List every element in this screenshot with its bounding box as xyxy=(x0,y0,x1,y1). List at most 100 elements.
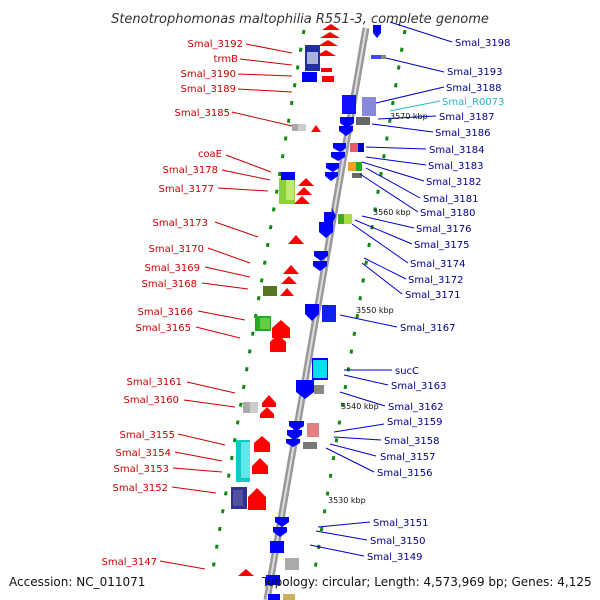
gene-label[interactable]: Smal_3161 xyxy=(127,377,182,388)
gene-label[interactable]: Smal_3178 xyxy=(163,165,218,176)
gene-feature xyxy=(307,52,318,64)
gene-label[interactable]: Smal_3173 xyxy=(153,218,208,229)
gene-label[interactable]: Smal_3184 xyxy=(429,145,484,156)
gene-feature xyxy=(281,172,295,180)
gene-label[interactable]: Smal_3174 xyxy=(410,259,465,270)
gene-label[interactable]: Smal_3156 xyxy=(377,468,432,479)
gene-label[interactable]: Smal_3171 xyxy=(405,290,460,301)
gene-label[interactable]: Smal_3168 xyxy=(142,279,197,290)
kbp-label: 3570 kbp xyxy=(390,112,428,121)
gene-feature xyxy=(281,276,297,284)
gene-feature xyxy=(243,402,250,413)
gene-label[interactable]: Smal_3149 xyxy=(367,552,422,563)
gene-label[interactable]: Smal_3162 xyxy=(388,402,443,413)
gene-feature xyxy=(342,95,356,114)
gene-label[interactable]: Smal_3186 xyxy=(435,128,490,139)
gene-feature xyxy=(252,458,268,474)
gene-label[interactable]: trmB xyxy=(214,54,239,65)
gene-label[interactable]: Smal_R0073 xyxy=(442,97,504,108)
gene-feature xyxy=(356,162,362,171)
gene-feature xyxy=(352,173,362,178)
gene-label[interactable]: Smal_3152 xyxy=(113,483,168,494)
gene-feature xyxy=(296,187,312,195)
gene-feature xyxy=(305,304,319,321)
gene-label[interactable]: Smal_3147 xyxy=(102,557,157,568)
gene-feature xyxy=(326,163,339,172)
kbp-label: 3550 kbp xyxy=(356,306,394,315)
gene-feature xyxy=(302,72,317,82)
gene-label[interactable]: Smal_3182 xyxy=(426,177,481,188)
gene-label[interactable]: Smal_3158 xyxy=(384,436,439,447)
accession-text: Accession: NC_011071 xyxy=(9,575,145,589)
gene-label[interactable]: Smal_3169 xyxy=(145,263,200,274)
gene-feature xyxy=(371,55,381,59)
rna-connector xyxy=(389,100,441,112)
gene-label[interactable]: Smal_3189 xyxy=(181,84,236,95)
gene-label[interactable]: Smal_3151 xyxy=(373,518,428,529)
gene-feature xyxy=(340,117,354,128)
gene-label[interactable]: Smal_3198 xyxy=(455,38,510,49)
gene-feature xyxy=(254,436,270,452)
gene-label[interactable]: Smal_3170 xyxy=(149,244,204,255)
gene-feature xyxy=(262,395,276,407)
gene-feature xyxy=(275,517,289,527)
outer-right-track xyxy=(312,29,407,576)
gene-label[interactable]: Smal_3159 xyxy=(387,417,442,428)
gene-feature xyxy=(296,380,314,399)
gene-label[interactable]: sucC xyxy=(395,366,419,377)
gene-label[interactable]: Smal_3155 xyxy=(120,430,175,441)
gene-label[interactable]: Smal_3177 xyxy=(159,184,214,195)
gene-label[interactable]: Smal_3163 xyxy=(391,381,446,392)
gene-feature xyxy=(248,488,266,510)
gene-label[interactable]: Smal_3188 xyxy=(446,83,501,94)
gene-label[interactable]: Smal_3166 xyxy=(138,307,193,318)
gene-label[interactable]: Smal_3153 xyxy=(114,464,169,475)
gene-feature xyxy=(324,208,336,224)
gene-feature xyxy=(286,180,294,200)
gene-label[interactable]: Smal_3165 xyxy=(136,323,191,334)
gene-feature xyxy=(362,97,376,116)
map-title: Stenotrophomonas maltophilia R551-3, com… xyxy=(111,12,489,27)
gene-label[interactable]: Smal_3190 xyxy=(181,69,236,80)
gene-feature xyxy=(313,261,327,271)
kbp-label: 3540 kbp xyxy=(341,402,379,411)
gene-feature xyxy=(313,360,327,378)
gene-label[interactable]: Smal_3181 xyxy=(423,194,478,205)
left-gene-labels: Smal_3192 trmB Smal_3190 Smal_3189 Smal_… xyxy=(102,39,243,568)
gene-feature xyxy=(233,490,243,506)
gene-label[interactable]: Smal_3154 xyxy=(116,448,171,459)
gene-feature xyxy=(331,152,345,161)
gene-label[interactable]: Smal_3180 xyxy=(420,208,475,219)
gene-label[interactable]: Smal_3187 xyxy=(439,112,494,123)
gene-label[interactable]: Smal_3183 xyxy=(428,161,483,172)
gene-feature xyxy=(303,442,317,449)
gene-label[interactable]: Smal_3157 xyxy=(380,452,435,463)
gene-feature xyxy=(350,143,358,152)
left-connectors xyxy=(159,43,293,570)
gene-label[interactable]: Smal_3150 xyxy=(370,536,425,547)
gene-label[interactable]: Smal_3176 xyxy=(416,224,471,235)
topology-text: Topology: circular; Length: 4,573,969 bp… xyxy=(261,575,592,589)
gene-label[interactable]: coaE xyxy=(198,149,222,160)
gene-label[interactable]: Smal_3193 xyxy=(447,67,502,78)
gene-feature xyxy=(318,40,338,46)
right-gene-labels: Smal_3198 Smal_3193 Smal_3188 Smal_R0073… xyxy=(367,38,510,563)
gene-label[interactable]: Smal_3172 xyxy=(408,275,463,286)
gene-feature xyxy=(325,172,338,181)
gene-label[interactable]: Smal_3167 xyxy=(400,323,455,334)
gene-feature xyxy=(320,32,340,38)
gene-feature xyxy=(298,178,314,186)
gene-feature xyxy=(316,50,336,56)
gene-label[interactable]: Smal_3175 xyxy=(414,240,469,251)
gene-label[interactable]: Smal_3160 xyxy=(124,395,179,406)
kbp-label: 3560 kbp xyxy=(373,208,411,217)
gene-label[interactable]: Smal_3192 xyxy=(188,39,243,50)
gene-feature xyxy=(260,318,270,329)
gene-label[interactable]: Smal_3185 xyxy=(175,108,230,119)
gene-feature xyxy=(238,569,254,576)
gene-feature xyxy=(348,162,356,171)
gene-feature xyxy=(270,334,286,352)
gene-feature xyxy=(260,407,274,418)
